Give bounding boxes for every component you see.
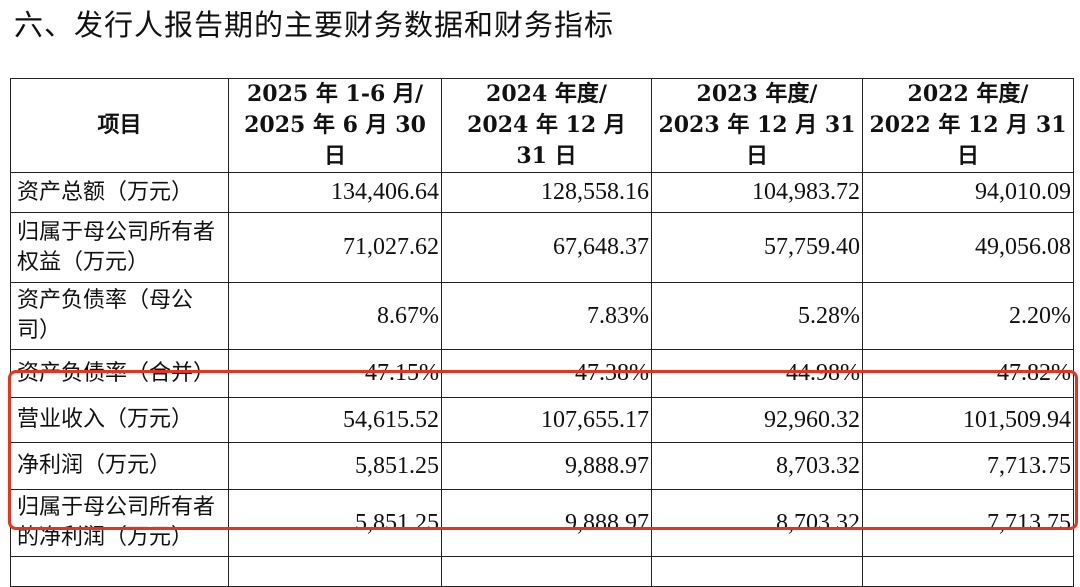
- header-col-2024: 2024 年度/2024 年 12 月 31 日: [441, 78, 652, 173]
- table-row: 资产总额（万元） 134,406.64 128,558.16 104,983.72 9…: [10, 172, 1074, 213]
- table-row: 营业收入（万元） 54,615.52 107,655.17 92,960.32 101…: [10, 397, 1074, 443]
- section-title: 六、发行人报告期的主要财务数据和财务指标: [14, 8, 615, 42]
- table-row-partial: [10, 556, 1074, 587]
- table-row: 资产负债率（母公司） 8.67% 7.83% 5.28% 2.20%: [10, 282, 1074, 350]
- header-col-2022: 2022 年度/2022 年 12 月 31 日: [862, 78, 1074, 173]
- table-row: 净利润（万元） 5,851.25 9,888.97 8,703.32 7,713.75: [10, 442, 1074, 490]
- table-row: 归属于母公司所有者权益（万元） 71,027.62 67,648.37 57,759…: [10, 212, 1074, 283]
- header-col-2025: 2025 年 1-6 月/2025 年 6 月 30 日: [228, 78, 442, 173]
- header-item: 项目: [10, 78, 229, 173]
- financial-table: 项目 2025 年 1-6 月/2025 年 6 月 30 日 2024 年度/…: [10, 78, 1074, 587]
- header-row: 项目 2025 年 1-6 月/2025 年 6 月 30 日 2024 年度/…: [10, 78, 1074, 173]
- table-row: 资产负债率（合并） 47.15% 47.38% 44.98% 47.82%: [10, 349, 1074, 398]
- header-col-2023: 2023 年度/2023 年 12 月 31 日: [651, 78, 863, 173]
- table-row: 归属于母公司所有者的净利润（万元） 5,851.25 9,888.97 8,703.…: [10, 489, 1074, 557]
